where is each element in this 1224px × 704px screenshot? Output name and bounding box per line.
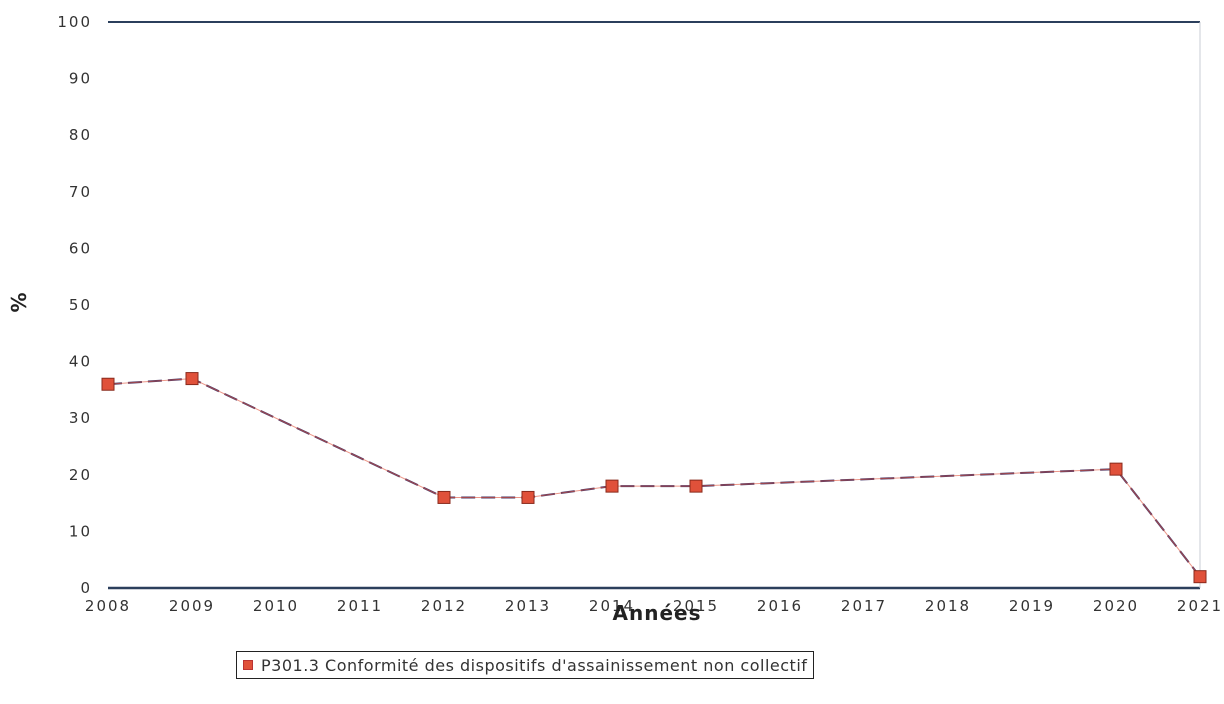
y-axis-title: % bbox=[7, 291, 31, 312]
series-layer bbox=[101, 372, 1207, 584]
x-tick-label: 2016 bbox=[757, 597, 803, 615]
x-tick-label: 2020 bbox=[1093, 597, 1139, 615]
y-tick-label: 40 bbox=[69, 353, 92, 371]
x-tick-label: 2017 bbox=[841, 597, 887, 615]
x-tick-label: 2008 bbox=[85, 597, 131, 615]
series-line bbox=[107, 377, 1201, 578]
data-point-marker bbox=[437, 490, 451, 504]
x-axis-title: Années bbox=[613, 601, 702, 625]
x-tick-label: 2015 bbox=[673, 597, 719, 615]
y-axis-ticks: 0 10 20 30 40 50 60 70 80 90 100 bbox=[57, 13, 92, 597]
x-tick-label: 2009 bbox=[169, 597, 215, 615]
x-axis-ticks: 2008 2009 2010 2011 2012 2013 2014 2015 2016 2017… bbox=[85, 597, 1223, 615]
y-tick-label: 50 bbox=[69, 296, 92, 314]
y-tick-label: 30 bbox=[69, 409, 92, 427]
y-tick-label: 0 bbox=[80, 579, 92, 597]
data-point-marker bbox=[521, 490, 535, 504]
y-tick-label: 20 bbox=[69, 466, 92, 484]
series-line-highlight bbox=[107, 378, 1201, 577]
y-tick-label: 80 bbox=[69, 126, 92, 144]
x-tick-label: 2013 bbox=[505, 597, 551, 615]
y-tick-label: 90 bbox=[69, 70, 92, 88]
data-point-marker bbox=[605, 479, 619, 493]
x-tick-label: 2014 bbox=[589, 597, 635, 615]
legend-label: P301.3 Conformité des dispositifs d'assa… bbox=[261, 655, 808, 675]
data-point-marker bbox=[1193, 570, 1207, 584]
data-point-marker bbox=[689, 479, 703, 493]
x-tick-label: 2012 bbox=[421, 597, 467, 615]
data-point-marker bbox=[1109, 462, 1123, 476]
data-point-marker bbox=[101, 377, 115, 391]
plot-frame bbox=[108, 21, 1201, 590]
x-tick-label: 2010 bbox=[253, 597, 299, 615]
y-tick-label: 100 bbox=[57, 13, 92, 31]
legend-swatch-square-icon bbox=[243, 660, 253, 670]
data-point-marker bbox=[185, 372, 199, 386]
y-tick-label: 70 bbox=[69, 183, 92, 201]
x-tick-label: 2021 bbox=[1177, 597, 1223, 615]
chart-legend: P301.3 Conformité des dispositifs d'assa… bbox=[236, 651, 815, 679]
x-tick-label: 2018 bbox=[925, 597, 971, 615]
y-tick-label: 60 bbox=[69, 239, 92, 257]
y-tick-label: 10 bbox=[69, 522, 92, 540]
x-tick-label: 2019 bbox=[1009, 597, 1055, 615]
x-tick-label: 2011 bbox=[337, 597, 383, 615]
